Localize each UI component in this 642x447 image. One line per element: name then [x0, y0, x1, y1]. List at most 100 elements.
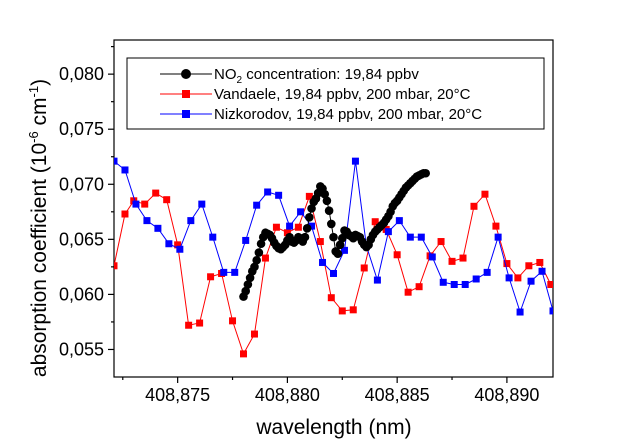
data-point: [492, 222, 500, 230]
data-point: [294, 223, 302, 231]
data-point: [472, 275, 480, 283]
data-point: [536, 258, 544, 266]
x-axis-title: wavelength (nm): [255, 416, 411, 439]
x-tick-label: 408,890: [474, 385, 539, 405]
y-tick-label: 0,055: [59, 339, 104, 359]
data-point: [231, 268, 239, 276]
data-point: [333, 249, 343, 258]
data-point: [254, 248, 264, 257]
data-point: [525, 262, 533, 270]
data-point: [527, 277, 535, 285]
data-point: [448, 257, 456, 265]
data-point: [272, 223, 280, 231]
data-point: [395, 217, 403, 225]
data-point: [302, 224, 312, 233]
data-point: [114, 157, 118, 165]
data-point: [121, 210, 129, 218]
data-point: [165, 240, 173, 248]
plot-frame: [113, 39, 554, 378]
series-1: [114, 189, 553, 358]
data-point: [256, 239, 266, 249]
data-point: [297, 208, 305, 216]
data-point: [307, 204, 316, 213]
data-point: [241, 286, 250, 296]
data-point: [240, 350, 248, 358]
data-point: [152, 189, 160, 197]
legend: NO2 concentration: 19,84 ppbv Vandaele, …: [126, 57, 545, 130]
y-axis-title-main: absorption coefficient (10: [28, 143, 51, 377]
data-point: [514, 274, 522, 282]
data-point: [141, 200, 149, 208]
y-axis-title-exp2: -1: [26, 86, 41, 98]
y-axis-ticks: 0,055 0,060 0,065 0,070 0,075 0,080: [59, 46, 114, 359]
data-point: [261, 254, 269, 262]
data-point: [185, 321, 193, 329]
data-point: [308, 222, 316, 230]
x-tick-label: 408,880: [255, 385, 320, 405]
y-axis-title-mid: cm: [28, 97, 51, 131]
data-point: [245, 273, 255, 283]
data-point: [360, 264, 368, 272]
data-point: [305, 192, 313, 200]
legend-no2-pre: NO: [214, 66, 237, 83]
data-point: [384, 228, 392, 236]
data-point: [406, 233, 414, 241]
data-point: [283, 229, 291, 237]
data-point: [549, 307, 553, 315]
data-point: [154, 224, 162, 232]
legend-label-nizkorodov: Nizkorodov, 19,84 ppbv, 200 mbar, 20°C: [214, 106, 482, 123]
data-point: [547, 280, 553, 288]
legend-item-no2: NO2 concentration: 19,84 ppbv: [160, 66, 419, 86]
x-axis-ticks: 408,875 408,880 408,885 408,890: [122, 377, 539, 405]
data-point: [316, 238, 324, 246]
data-point: [338, 307, 346, 315]
data-point: [340, 246, 348, 254]
data-point: [393, 251, 401, 259]
data-point: [371, 218, 379, 226]
y-tick-label: 0,080: [59, 64, 104, 84]
data-point: [300, 232, 310, 242]
data-point: [461, 280, 469, 288]
data-point: [437, 238, 445, 246]
legend-label-no2: NO2 concentration: 19,84 ppbv: [214, 66, 419, 86]
data-point: [264, 188, 272, 196]
legend-marker-no2: [181, 69, 191, 79]
data-point: [439, 278, 447, 286]
data-point: [220, 268, 228, 276]
data-point: [337, 233, 347, 243]
data-point: [538, 267, 546, 275]
y-tick-label: 0,065: [59, 229, 104, 249]
y-axis-title-close: ): [28, 79, 51, 86]
legend-marker-nizkorodov: [182, 110, 190, 118]
data-point: [481, 190, 489, 198]
data-point: [494, 233, 502, 241]
data-point: [196, 319, 204, 327]
legend-marker-vandaele: [182, 90, 190, 98]
y-tick-label: 0,070: [59, 174, 104, 194]
data-point: [243, 280, 253, 289]
data-point: [415, 283, 423, 291]
data-point: [207, 273, 215, 281]
data-point: [349, 306, 357, 314]
data-point: [143, 217, 151, 225]
data-point: [253, 201, 261, 209]
data-point: [320, 189, 330, 199]
x-tick-label: 408,885: [365, 385, 430, 405]
data-point: [450, 280, 458, 288]
data-point: [209, 233, 217, 241]
data-point: [470, 202, 478, 210]
data-point: [327, 294, 335, 302]
data-point: [319, 258, 327, 266]
data-point: [505, 274, 513, 282]
data-point: [176, 245, 184, 253]
data-point: [286, 222, 294, 230]
data-point: [132, 200, 140, 208]
data-point: [187, 217, 195, 225]
plot-border: [113, 39, 554, 378]
legend-item-vandaele: Vandaele, 19,84 ppbv, 200 mbar, 20°C: [160, 86, 471, 103]
y-tick-label: 0,060: [59, 284, 104, 304]
data-point: [330, 269, 337, 277]
data-point: [114, 262, 118, 270]
data-point: [335, 240, 345, 250]
